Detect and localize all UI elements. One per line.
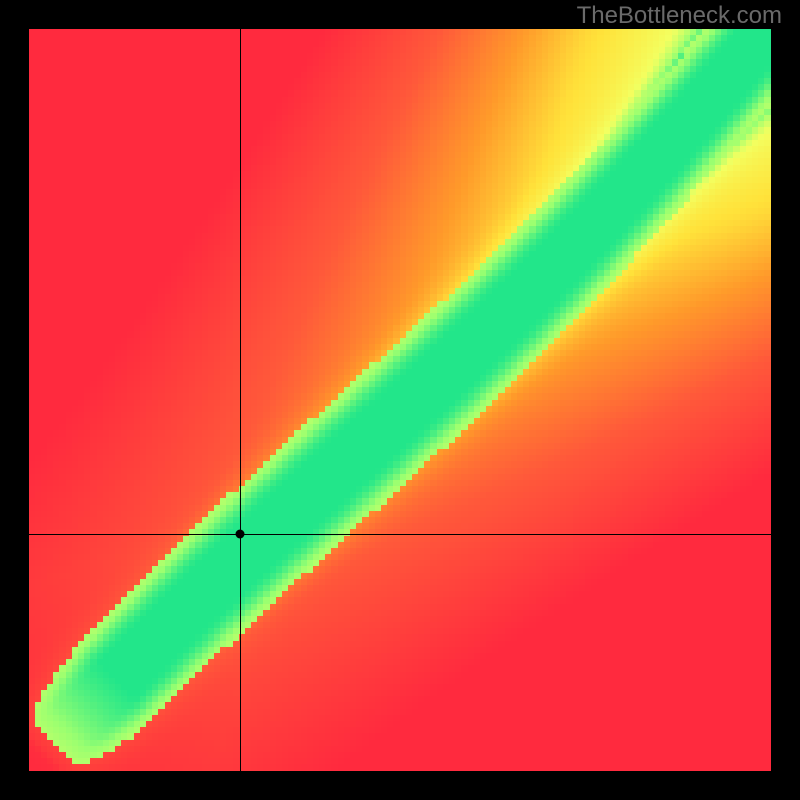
chart-outer-frame: TheBottleneck.com bbox=[0, 0, 800, 800]
selected-point-marker bbox=[236, 529, 245, 538]
crosshair-vertical bbox=[240, 29, 241, 771]
crosshair-horizontal bbox=[29, 534, 771, 535]
watermark-text: TheBottleneck.com bbox=[577, 2, 782, 30]
heatmap-canvas bbox=[29, 29, 771, 771]
plot-area bbox=[29, 29, 771, 771]
